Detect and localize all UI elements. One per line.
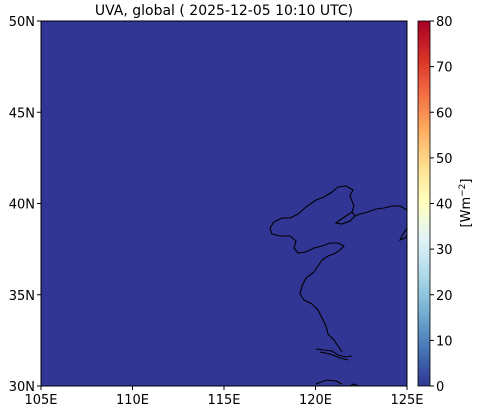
y-tick-label: 40N — [9, 198, 35, 213]
y-tick-label: 45N — [9, 106, 35, 121]
colorbar-ticks: 0 10 20 30 40 50 60 70 80 — [430, 15, 453, 395]
colorbar-tick-label: 10 — [436, 334, 453, 349]
colorbar-tick-label: 50 — [436, 152, 453, 167]
colorbar-tick-label: 80 — [436, 15, 453, 30]
x-tick-label: 125E — [390, 393, 423, 408]
colorbar-tick-label: 40 — [436, 198, 453, 213]
colorbar-tick-label: 70 — [436, 61, 453, 76]
x-axis: 105E 110E 115E 120E 125E — [24, 386, 424, 408]
colorbar-tick-label: 30 — [436, 243, 453, 258]
x-tick-label: 120E — [299, 393, 332, 408]
x-tick-label: 105E — [24, 393, 57, 408]
y-tick-label: 50N — [9, 15, 35, 30]
x-tick-label: 110E — [116, 393, 149, 408]
uva-field — [41, 21, 407, 386]
coastline — [269, 185, 407, 386]
colorbar — [417, 20, 431, 387]
colorbar-tick-label: 60 — [436, 106, 453, 121]
colorbar-tick-label: 20 — [436, 289, 453, 304]
colorbar-tick-label: 0 — [436, 380, 444, 395]
map-title: UVA, global ( 2025-12-05 10:10 UTC) — [94, 3, 354, 19]
y-tick-label: 35N — [9, 289, 35, 304]
x-tick-label: 115E — [207, 393, 240, 408]
y-axis: 30N 35N 40N 45N 50N — [9, 15, 41, 395]
colorbar-label: [Wm−2] — [458, 179, 474, 228]
y-tick-label: 30N — [9, 380, 35, 395]
